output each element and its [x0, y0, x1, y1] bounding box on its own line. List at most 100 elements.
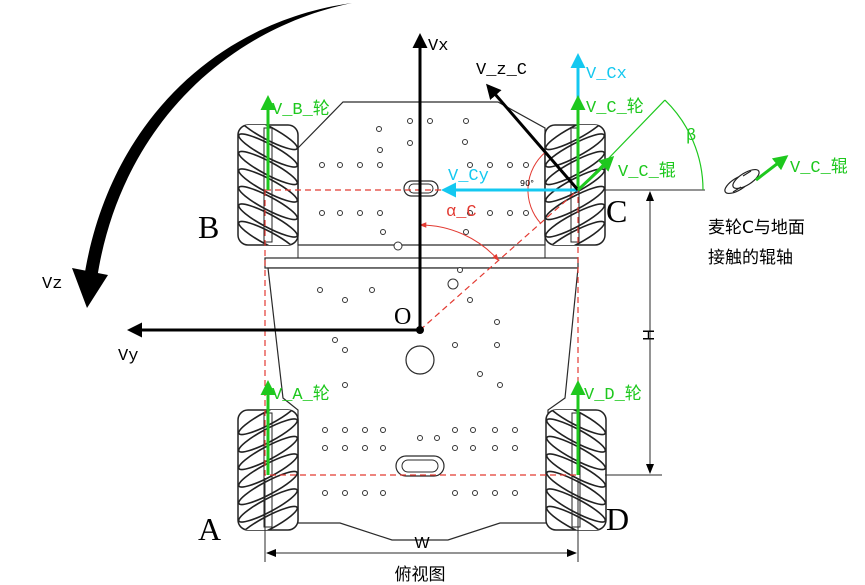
vx-label: Vx	[428, 37, 448, 56]
inset-roller	[724, 155, 789, 195]
v-a-wheel-label: V_A_轮	[272, 384, 330, 405]
mounting-hole	[357, 162, 363, 168]
mounting-hole	[319, 210, 325, 216]
v-cx-label: V_Cx	[586, 65, 627, 84]
mounting-hole	[492, 427, 498, 433]
vz-label: Vz	[42, 275, 62, 294]
mounting-hole	[457, 267, 463, 273]
wheel-d-label: D	[606, 501, 629, 537]
dimension-h	[605, 189, 705, 476]
roller	[545, 203, 605, 238]
mounting-hole	[362, 490, 368, 496]
mounting-hole	[467, 162, 473, 168]
mounting-hole	[342, 347, 348, 353]
mounting-hole	[487, 210, 493, 216]
mounting-hole	[332, 337, 338, 343]
mounting-hole	[362, 445, 368, 451]
mounting-hole	[512, 445, 518, 451]
mounting-hole	[322, 490, 328, 496]
center-hole	[405, 345, 435, 375]
mounting-hole	[337, 210, 343, 216]
wheel-a-label: A	[198, 511, 221, 547]
alpha-c-label: α_C	[446, 203, 477, 222]
roller	[546, 488, 606, 523]
mounting-hole	[492, 490, 498, 496]
mounting-hole	[427, 118, 433, 124]
mounting-hole	[380, 229, 386, 235]
mounting-hole	[497, 382, 503, 388]
mounting-hole	[322, 427, 328, 433]
mounting-hole	[317, 287, 323, 293]
right-angle-label: 90°	[520, 179, 534, 188]
wheel-vectors	[260, 53, 704, 475]
mounting-hole	[407, 118, 413, 124]
wheel-b-label: B	[198, 209, 219, 245]
mounting-hole	[393, 241, 403, 251]
bottom-plate	[267, 267, 579, 541]
mounting-hole	[452, 445, 458, 451]
mounting-hole	[467, 297, 473, 303]
mounting-hole	[470, 427, 476, 433]
mounting-hole	[487, 162, 493, 168]
mounting-hole	[507, 162, 513, 168]
dimension-w	[264, 478, 579, 562]
mounting-hole	[452, 490, 458, 496]
vz-rotation-arrow	[72, 3, 352, 308]
inset-note-line2: 接触的辊轴	[708, 248, 793, 268]
mounting-hole	[512, 490, 518, 496]
inset-note-line1: 麦轮C与地面	[708, 218, 805, 238]
mounting-hole	[342, 490, 348, 496]
mounting-hole	[362, 427, 368, 433]
mounting-hole	[369, 287, 375, 293]
mecanum-wheel-d	[545, 409, 607, 531]
wheel-c-label: C	[606, 193, 627, 229]
mounting-hole	[376, 126, 382, 132]
roller	[546, 505, 606, 530]
body-axes	[127, 33, 428, 338]
wheel-center-rectangle	[264, 189, 579, 476]
mounting-hole	[494, 319, 500, 325]
mounting-hole	[512, 427, 518, 433]
mounting-hole	[492, 445, 498, 451]
v-z-c-label: V_z_C	[476, 61, 527, 80]
mounting-hole	[407, 140, 413, 146]
mounting-hole	[322, 445, 328, 451]
roller	[238, 203, 298, 238]
beta-arc	[664, 99, 704, 191]
lower-slot-inner	[401, 459, 439, 473]
mounting-hole	[463, 229, 469, 235]
origin-point	[416, 326, 424, 334]
mounting-hole	[507, 210, 513, 216]
mounting-hole	[377, 162, 383, 168]
mounting-hole	[523, 162, 529, 168]
origin-label: O	[394, 304, 411, 330]
beta-label: β	[686, 127, 696, 146]
h-dimension-label: H	[641, 329, 658, 341]
mounting-hole	[477, 371, 483, 377]
roller-icon	[724, 168, 760, 195]
wheel-rollers	[546, 410, 606, 530]
mounting-hole	[470, 445, 476, 451]
v-c-roller-label: V_C_辊	[618, 161, 676, 182]
mounting-hole	[494, 342, 500, 348]
mounting-hole	[377, 147, 383, 153]
alpha-c-arc	[419, 222, 500, 261]
inset-v-c-roller-arrow	[755, 155, 789, 182]
v-cy-label: V_Cy	[448, 167, 489, 186]
labels: Vx Vy Vz O A B C D V_B_轮 V_A_轮 V_D_轮 V_C…	[42, 37, 848, 585]
mounting-hole	[467, 210, 473, 216]
v-b-wheel-label: V_B_轮	[272, 99, 330, 120]
mounting-holes	[317, 118, 529, 496]
mounting-hole	[342, 445, 348, 451]
mounting-hole	[380, 490, 386, 496]
roller	[546, 470, 606, 506]
v-z-c-arrow	[486, 83, 580, 191]
mounting-hole	[380, 427, 386, 433]
construction-lines	[264, 151, 579, 476]
roller-axis-line	[577, 99, 666, 191]
mounting-hole	[319, 162, 325, 168]
lower-slot	[395, 455, 445, 477]
mounting-hole	[377, 210, 383, 216]
v-d-wheel-label: V_D_轮	[584, 384, 642, 405]
